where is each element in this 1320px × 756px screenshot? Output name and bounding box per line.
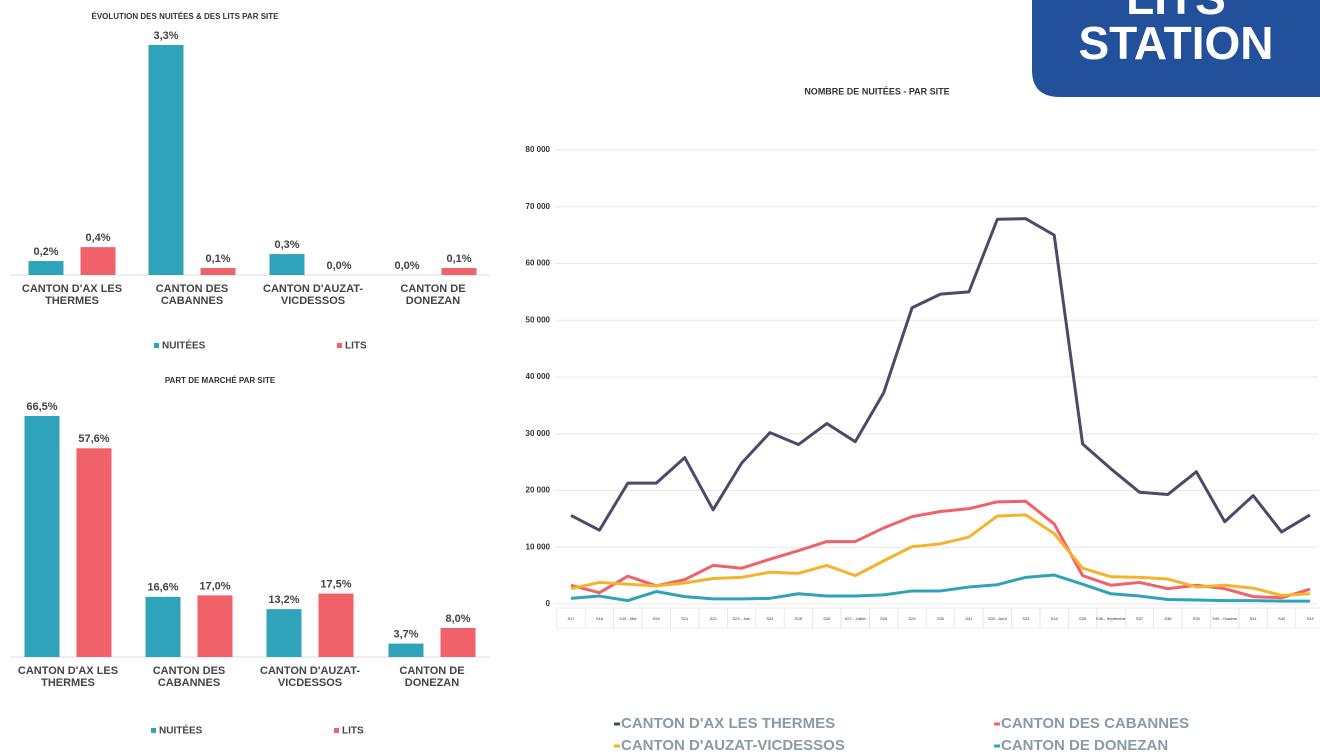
bar — [318, 593, 354, 657]
x-tick-label: S18 — [596, 616, 604, 621]
legend-label: CANTON DE DONEZAN — [1001, 737, 1168, 754]
x-tick-label: S40 - Octobre — [1212, 616, 1238, 621]
data-label: 0,1% — [205, 253, 230, 265]
bar — [269, 254, 305, 275]
bar — [76, 448, 112, 657]
legend-label: NUITÉES — [159, 724, 203, 737]
x-tick-label: S41 — [1250, 616, 1258, 621]
data-label: 0,4% — [85, 232, 110, 244]
chart-title: PART DE MARCHÉ PAR SITE — [165, 376, 276, 385]
legend-swatch — [151, 728, 156, 733]
y-tick-label: 40 000 — [526, 372, 551, 381]
bar — [80, 247, 116, 275]
x-tick-box — [1295, 607, 1320, 629]
x-tick-label: S42 — [1278, 616, 1286, 621]
x-tick-label: S28 — [880, 616, 888, 621]
data-label: 17,0% — [199, 580, 230, 592]
x-tick-label: S32 - Août — [988, 616, 1008, 621]
legend-label: CANTON D'AX LES THERMES — [621, 715, 835, 732]
legend-swatch — [154, 343, 159, 348]
y-tick-label: 0 — [546, 599, 551, 608]
data-label: 0,3% — [274, 239, 299, 251]
x-tick-label: S38 — [1164, 616, 1172, 621]
x-tick-label: S30 — [937, 616, 945, 621]
x-tick-label: S27 - Juillet — [845, 616, 867, 621]
x-tick-label: S33 — [1022, 616, 1030, 621]
bar — [200, 268, 236, 275]
badge-text: LITS — [1126, 0, 1226, 24]
y-tick-label: 80 000 — [526, 145, 551, 154]
x-tick-label: CANTON D'AUZAT-VICDESSOS — [263, 283, 363, 307]
x-tick-label: CANTON D'AUZAT-VICDESSOS — [260, 665, 360, 689]
legend-label: CANTON D'AUZAT-VICDESSOS — [621, 737, 845, 754]
y-tick-label: 10 000 — [526, 542, 551, 551]
bar — [148, 45, 184, 275]
x-tick-label: S35 — [1079, 616, 1087, 621]
line — [570, 573, 1310, 603]
data-label: 66,5% — [26, 401, 57, 413]
bar — [28, 261, 64, 275]
x-tick-label: S21 — [681, 616, 689, 621]
x-tick-label: S37 — [1136, 616, 1144, 621]
data-label: 0,2% — [33, 246, 58, 258]
y-tick-label: 70 000 — [526, 202, 551, 211]
data-label: 16,6% — [147, 582, 178, 594]
chart-title: ÉVOLUTION DES NUITÉES & DES LITS PAR SIT… — [92, 12, 280, 21]
x-tick-label: CANTON DE DONEZAN — [399, 665, 465, 689]
line — [570, 499, 1311, 600]
line — [570, 217, 1311, 534]
x-tick-label: S25 — [795, 616, 803, 621]
chart-title: NOMBRE DE NUITÉES - PAR SITE — [804, 86, 949, 96]
x-tick-label: S39 — [1193, 616, 1201, 621]
x-tick-label: CANTON D'AX LES THERMES — [17, 665, 119, 689]
y-tick-label: 30 000 — [526, 429, 551, 438]
y-tick-label: 50 000 — [526, 315, 551, 324]
x-tick-label: S24 — [766, 616, 774, 621]
x-tick-label: S17 — [567, 616, 575, 621]
legend-swatch — [337, 343, 342, 348]
legend-swatch — [334, 728, 339, 733]
data-label: 0,0% — [394, 260, 419, 272]
x-tick-label: S31 — [965, 616, 973, 621]
legend-label: NUITÉES — [162, 339, 206, 352]
x-tick-label: S43 — [1306, 616, 1314, 621]
data-label: 3,3% — [153, 30, 178, 42]
badge-text: STATION — [1078, 17, 1273, 69]
x-tick-label: S36 - Septembre — [1096, 616, 1127, 621]
badge-box — [1032, 0, 1320, 97]
legend-label: LITS — [345, 341, 367, 352]
legend-label: CANTON DES CABANNES — [1001, 715, 1189, 732]
bar — [441, 268, 477, 275]
legend-label: LITS — [342, 726, 364, 737]
data-label: 13,2% — [268, 594, 299, 606]
x-tick-label: S20 — [653, 616, 661, 621]
bar — [145, 596, 181, 657]
x-tick-label: CANTON DES CABANNES — [152, 665, 226, 689]
bar — [266, 609, 302, 657]
bar — [197, 595, 233, 657]
x-tick-label: CANTON DE DONEZAN — [400, 283, 466, 307]
x-tick-label: S29 — [909, 616, 917, 621]
data-label: 17,5% — [320, 578, 351, 590]
y-tick-label: 20 000 — [526, 486, 551, 495]
y-tick-label: 60 000 — [526, 259, 551, 268]
data-label: 3,7% — [393, 628, 418, 640]
x-tick-label: S19 - Mai — [619, 616, 636, 621]
data-label: 0,0% — [326, 260, 351, 272]
bar — [24, 416, 60, 657]
bar — [440, 628, 476, 657]
data-label: 8,0% — [445, 613, 470, 625]
x-tick-label: S34 — [1051, 616, 1059, 621]
bar — [388, 643, 424, 657]
x-tick-label: CANTON DES CABANNES — [155, 283, 229, 307]
x-tick-label: S23 - Juin — [733, 616, 751, 621]
data-label: 57,6% — [78, 433, 109, 445]
line — [570, 513, 1311, 597]
data-label: 0,1% — [446, 253, 471, 265]
x-tick-label: S22 — [710, 616, 718, 621]
x-tick-label: S26 — [823, 616, 831, 621]
x-tick-label: CANTON D'AX LES THERMES — [21, 283, 123, 307]
